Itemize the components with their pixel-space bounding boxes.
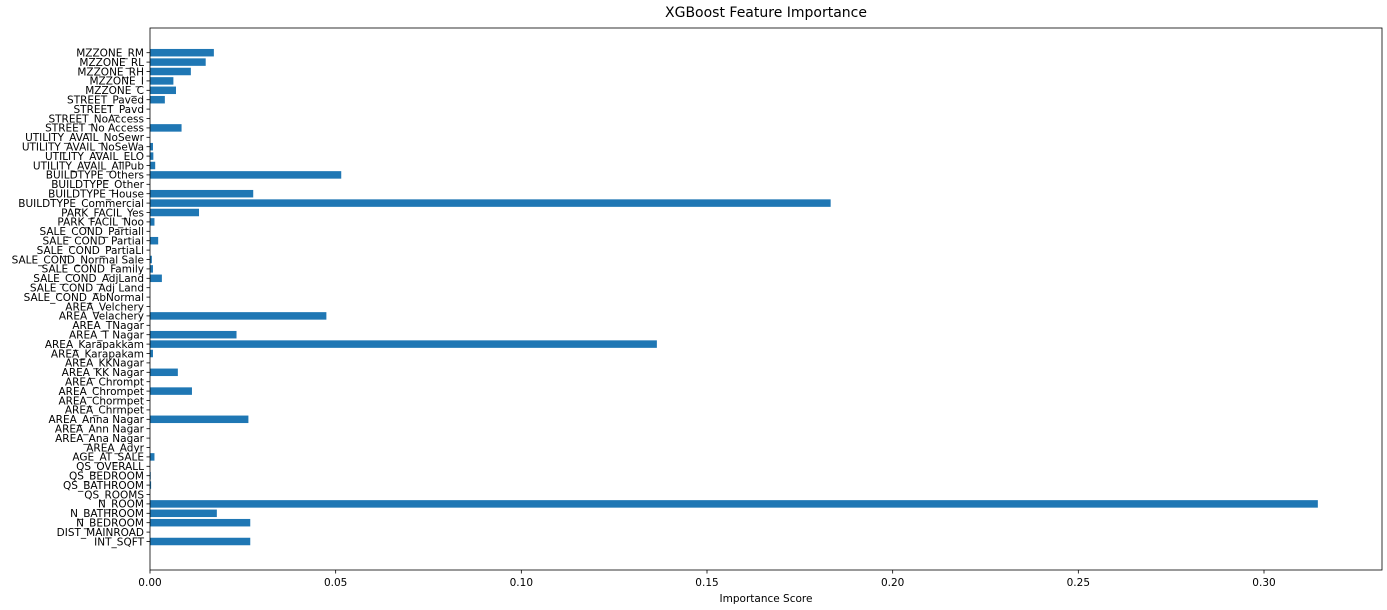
bar-area-karapakkam <box>150 340 657 348</box>
y-tick-label: QS_BEDROOM <box>69 471 144 483</box>
y-tick-label: STREET_Paved <box>67 95 144 107</box>
y-tick-label: MZZONE_I <box>89 76 144 88</box>
x-tick-label: 0.20 <box>881 577 904 589</box>
y-tick-label: UTILITY_AVAIL_ELO <box>45 151 144 163</box>
plot-frame <box>149 27 1383 571</box>
bar-utility-avail-allpub <box>150 161 156 170</box>
y-tick-label: N_BATHROOM <box>70 508 144 520</box>
bar-area-t-nagar <box>150 330 237 339</box>
x-axis-label: Importance Score <box>720 593 813 605</box>
y-tick-label: BUILDTYPE_Other <box>51 179 144 191</box>
bar-area-chrompet <box>150 387 192 395</box>
y-tick-label: UTILITY_AVAIL_NoSewr <box>25 132 145 144</box>
y-tick-label: QS_ROOMS <box>84 489 144 501</box>
y-tick-label: SALE_COND_Family <box>42 264 144 276</box>
x-tick-label: 0.05 <box>324 577 347 589</box>
y-tick-label: UTILITY_AVAIL_NoSeWa <box>22 142 144 154</box>
bar-area-anna-nagar <box>150 415 249 424</box>
y-tick-label: QS_BATHROOM <box>63 480 144 492</box>
y-tick-label: AREA_Ana Nagar <box>55 433 145 445</box>
x-tick-label: 0.30 <box>1252 577 1275 589</box>
y-tick-label: MZZONE_RL <box>79 57 144 69</box>
bar-area-karapakam <box>150 349 153 358</box>
x-tick-label: 0.15 <box>695 577 718 589</box>
bar-mzzone-rh <box>150 67 191 76</box>
y-tick-label: SALE_COND_Partial <box>42 236 144 248</box>
y-tick-label: STREET_NoAccess <box>48 113 144 125</box>
bar-street-paved <box>150 95 165 104</box>
y-tick-label: SALE_COND_AbNormal <box>24 292 144 304</box>
y-tick-label: INT_SQFT <box>94 536 144 548</box>
bar-park-facil-yes <box>150 208 200 217</box>
y-tick-label: DIST_MAINROAD <box>57 527 144 539</box>
y-tick-label: UTILITY_AVAIL_AllPub <box>33 160 144 172</box>
bar-buildtype-commercial <box>150 199 831 207</box>
y-tick-label: STREET_Pavd <box>74 104 144 116</box>
bar-sale-cond-adjland <box>150 274 162 283</box>
bar-utility-avail-elo <box>150 152 154 160</box>
y-tick-label: STREET_No Access <box>45 123 144 135</box>
bar-n-room <box>150 500 1318 508</box>
y-tick-label: AREA_TNagar <box>72 320 144 332</box>
bar-area-velachery <box>150 312 327 320</box>
bar-mzzone-rm <box>150 48 214 57</box>
y-tick-label: MZZONE_C <box>85 85 144 97</box>
y-tick-label: SALE_COND_AdjLand <box>33 273 144 285</box>
y-tick-label: QS_OVERALL <box>76 461 144 473</box>
bars-group <box>150 48 1318 546</box>
y-axis: INT_SQFTDIST_MAINROADN_BEDROOMN_BATHROOM… <box>12 48 150 548</box>
y-tick-label: PARK_FACIL_Yes <box>61 207 144 219</box>
bar-mzzone-c <box>150 86 176 95</box>
y-tick-label: AREA_Anna Nagar <box>48 414 144 426</box>
bar-sale-cond-partial <box>150 236 159 245</box>
y-tick-label: SALE_COND_Normal Sale <box>12 254 144 266</box>
bar-buildtype-house <box>150 189 254 198</box>
bar-qs-bathroom <box>150 481 152 489</box>
bar-n-bedroom <box>150 518 251 527</box>
y-tick-label: AREA_KK Nagar <box>62 367 145 379</box>
y-tick-label: AREA_Velchery <box>65 301 144 313</box>
y-tick-label: N_BEDROOM <box>76 518 144 530</box>
y-tick-label: AREA_KKNagar <box>65 358 145 370</box>
y-tick-label: AREA_Karapakam <box>51 348 144 360</box>
bar-mzzone-rl <box>150 58 206 66</box>
bar-mzzone-i <box>150 77 174 85</box>
y-tick-label: AREA_Chrompt <box>65 377 144 389</box>
bar-sale-cond-normal-sale <box>150 255 152 264</box>
y-tick-label: AREA_Adyr <box>86 442 144 454</box>
y-tick-label: AREA_Chrompet <box>58 386 144 398</box>
bar-sale-cond-family <box>150 265 153 273</box>
bar-utility-avail-nosewa <box>150 142 153 151</box>
y-tick-label: PARK_FACIL_Noo <box>57 217 144 229</box>
y-tick-label: MZZONE_RH <box>77 66 144 78</box>
y-tick-label: BUILDTYPE_House <box>48 189 144 201</box>
y-tick-label: MZZONE_RM <box>76 48 144 60</box>
x-tick-label: 0.10 <box>510 577 533 589</box>
y-tick-label: SALE_COND_Adj Land <box>30 283 144 295</box>
y-tick-label: AREA_Karapakkam <box>45 339 144 351</box>
y-tick-label: N_ROOM <box>98 499 144 511</box>
x-tick-label: 0.25 <box>1067 577 1090 589</box>
y-tick-label: SALE_COND_Partiall <box>40 226 144 238</box>
x-tick-label: 0.00 <box>138 577 161 589</box>
bar-n-bathroom <box>150 509 217 518</box>
bar-int-sqft <box>150 537 251 546</box>
bar-buildtype-others <box>150 171 342 179</box>
y-tick-label: AREA_Chrmpet <box>65 405 144 417</box>
y-tick-label: BUILDTYPE_Commercial <box>18 198 144 210</box>
chart-title: XGBoost Feature Importance <box>665 5 867 21</box>
bar-street-no-access <box>150 124 182 132</box>
bar-park-facil-noo <box>150 218 155 226</box>
y-tick-label: AGE_AT_SALE <box>72 452 144 464</box>
y-tick-label: AREA_T Nagar <box>69 330 145 342</box>
y-tick-label: AREA_Ann Nagar <box>55 424 145 436</box>
bar-age-at-sale <box>150 453 155 461</box>
y-tick-label: AREA_Chormpet <box>58 395 144 407</box>
x-axis: 0.00 0.05 0.10 0.15 0.20 0.25 0.30 <box>138 570 1276 589</box>
y-tick-label: SALE_COND_PartiaLl <box>37 245 144 257</box>
y-tick-label: BUILDTYPE_Others <box>46 170 144 182</box>
bar-area-kk-nagar <box>150 368 178 377</box>
y-tick-label: AREA_Velachery <box>59 311 144 323</box>
